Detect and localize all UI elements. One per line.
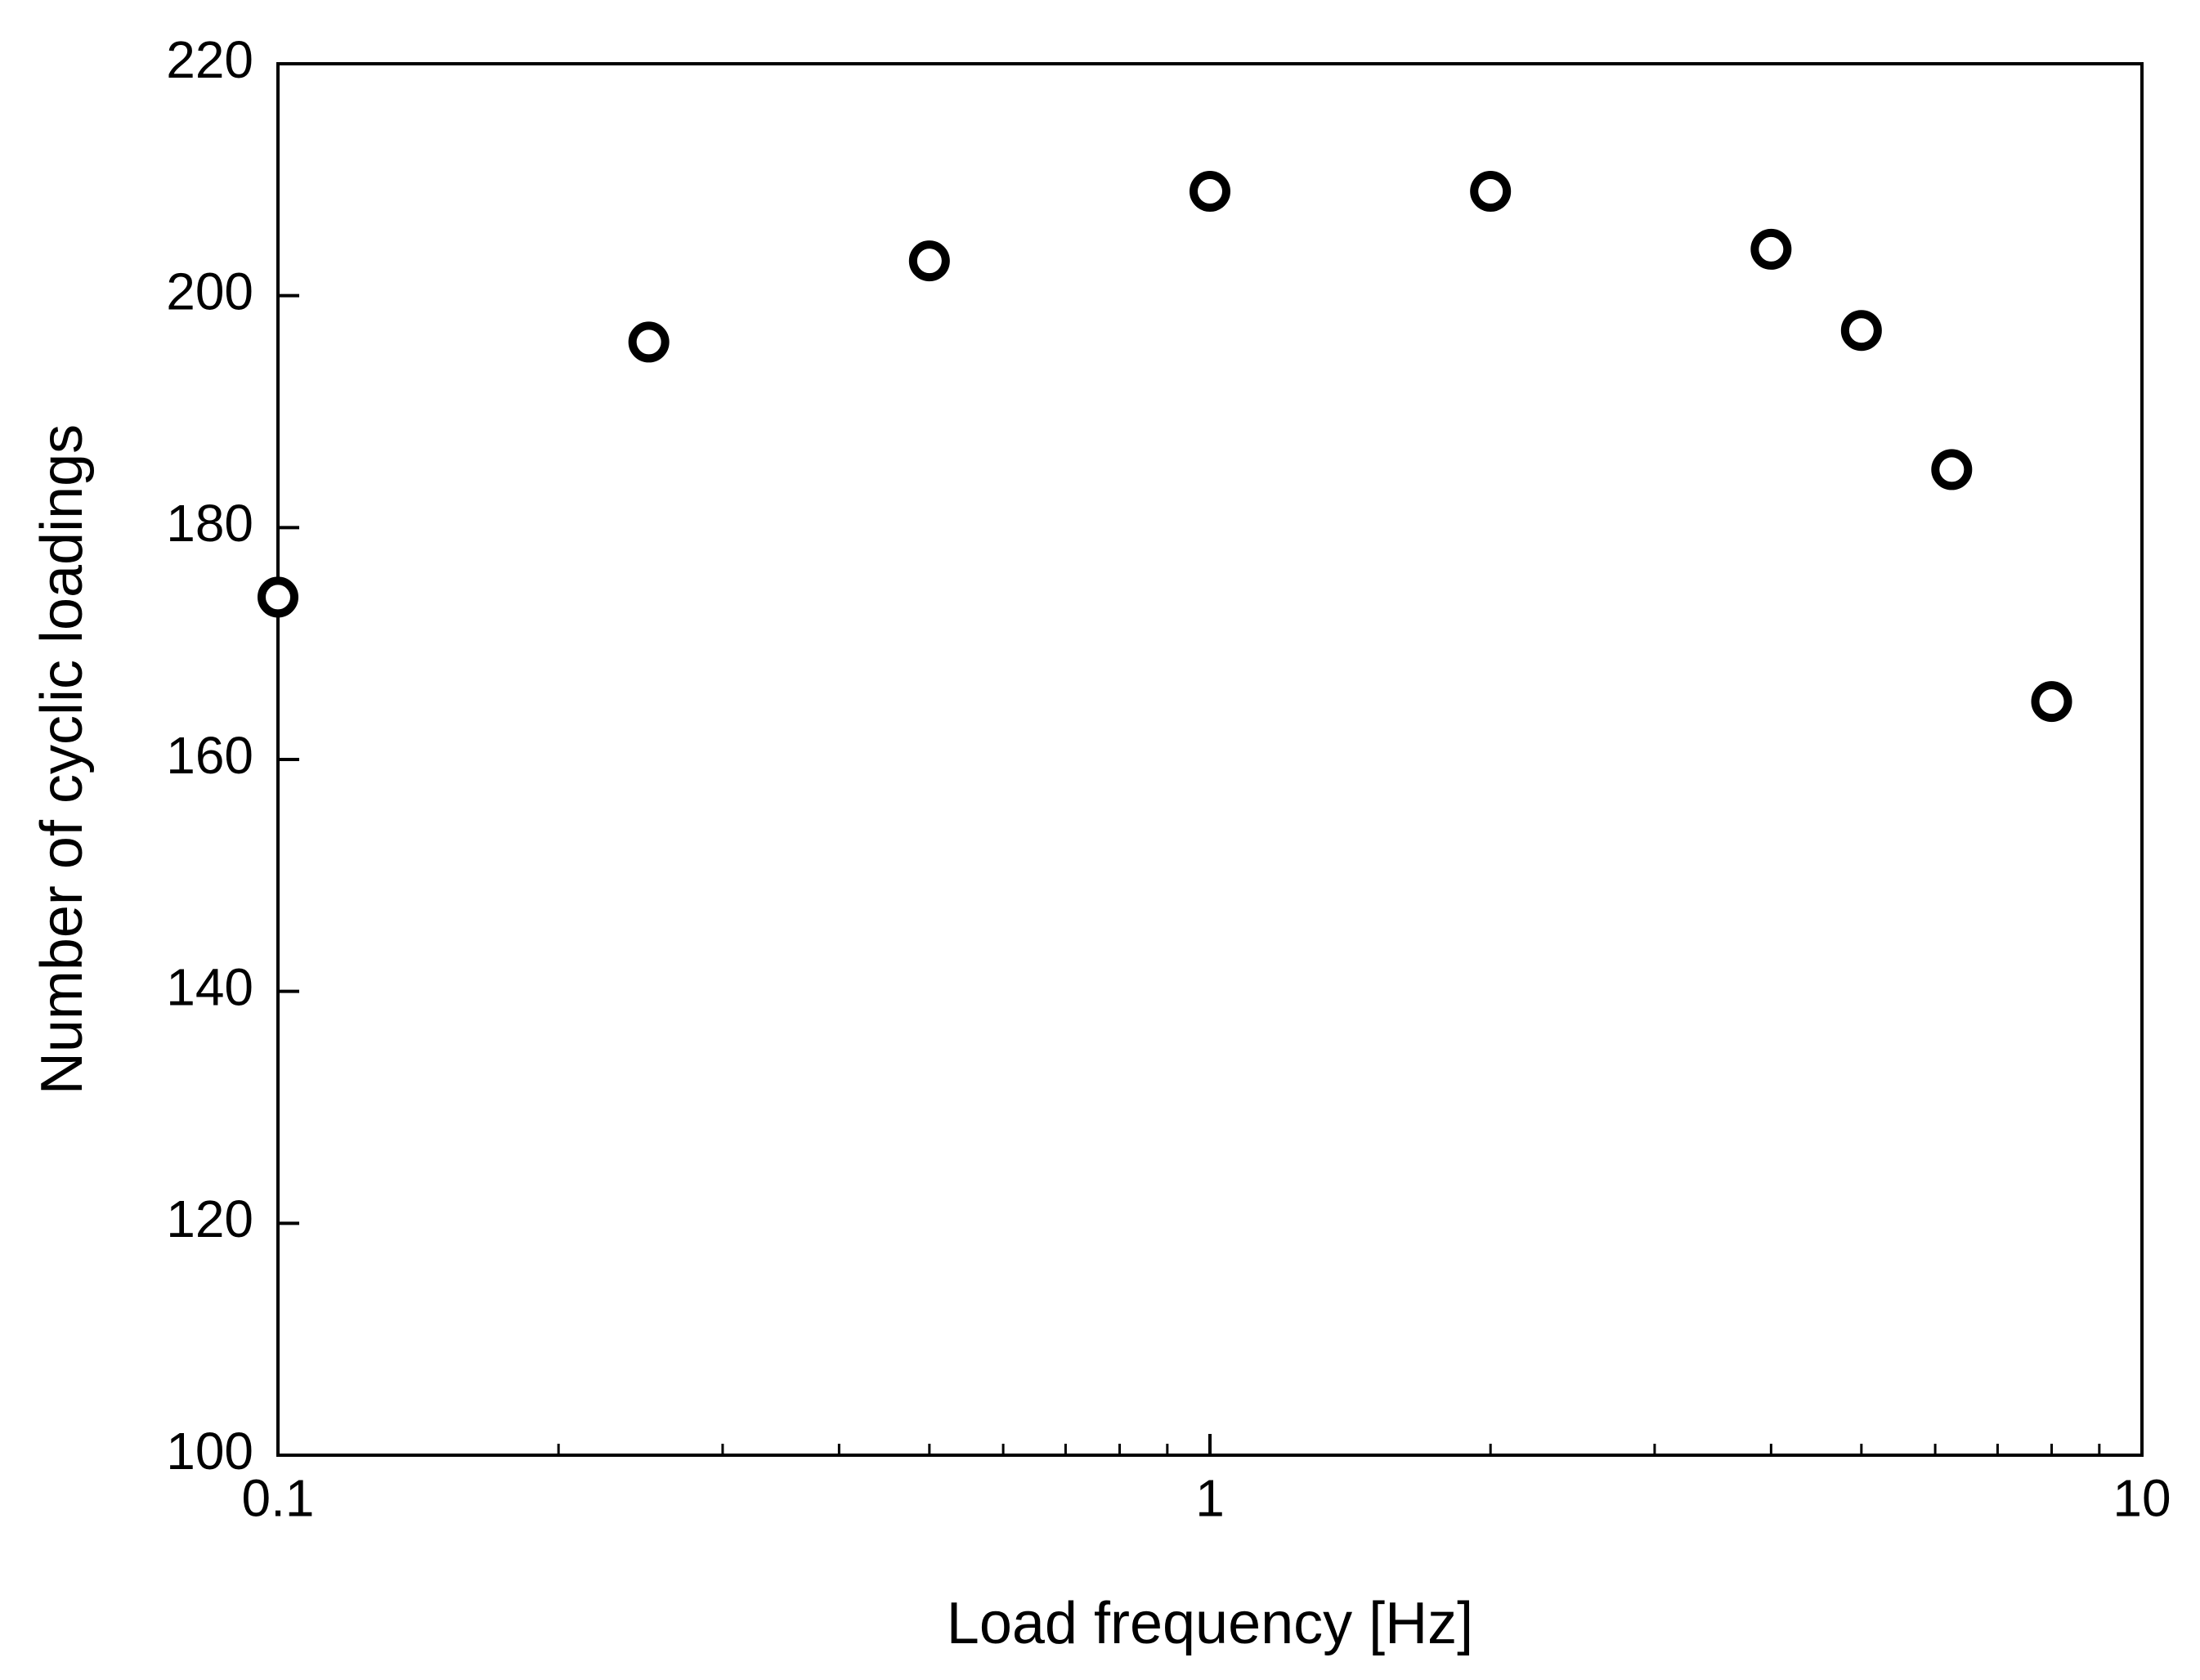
data-point	[628, 321, 670, 363]
y-tick-label: 140	[166, 958, 253, 1017]
y-tick-label: 120	[166, 1189, 253, 1248]
data-point	[908, 240, 950, 282]
y-tick-label: 200	[166, 262, 253, 321]
plot-area-frame	[276, 62, 2144, 1457]
x-major-ticks	[276, 1434, 2144, 1455]
data-point	[2031, 681, 2072, 723]
data-point	[258, 576, 298, 618]
y-ticks	[278, 62, 299, 1457]
x-tick-labels: 0.1 1 10	[242, 1468, 2171, 1527]
y-tick-label: 220	[166, 30, 253, 89]
data-points	[258, 171, 2072, 723]
y-tick-labels: 100 120 140 160 180 200 220	[166, 30, 253, 1481]
y-tick-label: 160	[166, 726, 253, 785]
data-point	[1750, 228, 1792, 270]
x-tick-label: 0.1	[242, 1468, 315, 1527]
x-minor-ticks	[557, 1444, 2101, 1455]
data-point	[1931, 449, 1973, 491]
data-point	[1840, 310, 1882, 352]
y-axis-title: Number of cyclic loadings	[29, 424, 95, 1095]
x-tick-label: 1	[1195, 1468, 1225, 1527]
y-tick-label: 180	[166, 494, 253, 553]
x-axis-title: Load frequency [Hz]	[947, 1591, 1473, 1656]
y-tick-label: 100	[166, 1422, 253, 1481]
data-point	[1190, 171, 1230, 213]
data-point	[1470, 171, 1512, 213]
x-tick-label: 10	[2113, 1468, 2171, 1527]
